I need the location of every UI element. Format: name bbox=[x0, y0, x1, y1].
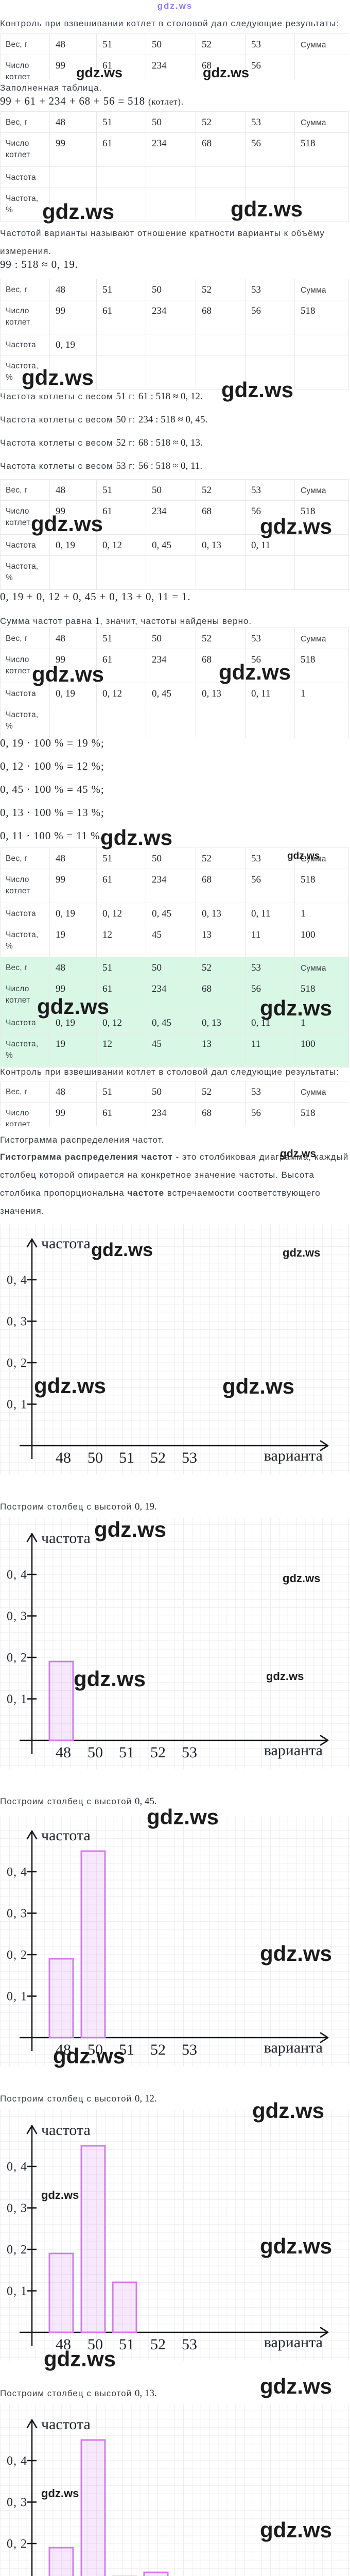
svg-text:52: 52 bbox=[150, 1744, 166, 1761]
svg-text:51: 51 bbox=[119, 2041, 134, 2058]
svg-text:52: 52 bbox=[150, 1449, 166, 1466]
svg-text:50: 50 bbox=[87, 1449, 103, 1466]
svg-text:53: 53 bbox=[182, 2041, 197, 2058]
svg-text:52: 52 bbox=[150, 2041, 166, 2058]
svg-text:53: 53 bbox=[182, 1744, 197, 1761]
svg-text:частота: частота bbox=[41, 2416, 91, 2433]
svg-text:52: 52 bbox=[150, 2336, 166, 2353]
svg-text:48: 48 bbox=[56, 2041, 71, 2058]
svg-text:51: 51 bbox=[119, 2336, 134, 2353]
svg-text:48: 48 bbox=[56, 1449, 71, 1466]
svg-text:48: 48 bbox=[56, 1744, 71, 1761]
svg-text:51: 51 bbox=[119, 1449, 134, 1466]
svg-text:0, 2: 0, 2 bbox=[7, 1948, 27, 1962]
svg-text:0, 2: 0, 2 bbox=[7, 1357, 27, 1370]
svg-text:48: 48 bbox=[56, 2336, 71, 2353]
svg-text:0, 1: 0, 1 bbox=[7, 1990, 27, 2004]
svg-text:50: 50 bbox=[87, 1744, 103, 1761]
svg-text:0, 3: 0, 3 bbox=[7, 1610, 27, 1623]
svg-text:0, 4: 0, 4 bbox=[7, 1274, 27, 1287]
svg-text:0, 3: 0, 3 bbox=[7, 1907, 27, 1921]
svg-text:0, 3: 0, 3 bbox=[7, 2496, 27, 2510]
svg-text:варианта: варианта bbox=[264, 1742, 323, 1759]
svg-text:0, 4: 0, 4 bbox=[7, 1568, 27, 1582]
svg-text:53: 53 bbox=[182, 1449, 197, 1466]
svg-text:50: 50 bbox=[87, 2336, 103, 2353]
svg-text:0, 1: 0, 1 bbox=[7, 1693, 27, 1706]
svg-text:варианта: варианта bbox=[264, 2334, 323, 2351]
svg-text:0, 4: 0, 4 bbox=[7, 1866, 27, 1879]
svg-text:0, 2: 0, 2 bbox=[7, 2243, 27, 2257]
svg-text:варианта: варианта bbox=[264, 2039, 323, 2056]
svg-text:53: 53 bbox=[182, 2336, 197, 2353]
svg-text:0, 2: 0, 2 bbox=[7, 2537, 27, 2551]
svg-text:частота: частота bbox=[41, 1827, 91, 1844]
svg-text:частота: частота bbox=[41, 1530, 91, 1547]
svg-text:0, 1: 0, 1 bbox=[7, 1398, 27, 1412]
svg-text:0, 4: 0, 4 bbox=[7, 2160, 27, 2174]
svg-text:51: 51 bbox=[119, 1744, 134, 1761]
svg-text:0, 2: 0, 2 bbox=[7, 1651, 27, 1665]
svg-text:частота: частота bbox=[41, 1235, 91, 1252]
svg-text:частота: частота bbox=[41, 2122, 91, 2139]
svg-text:варианта: варианта bbox=[264, 1447, 323, 1464]
svg-text:50: 50 bbox=[87, 2041, 103, 2058]
svg-text:0, 3: 0, 3 bbox=[7, 2202, 27, 2215]
svg-text:0, 1: 0, 1 bbox=[7, 2285, 27, 2298]
svg-text:0, 3: 0, 3 bbox=[7, 1315, 27, 1329]
svg-text:0, 4: 0, 4 bbox=[7, 2454, 27, 2468]
